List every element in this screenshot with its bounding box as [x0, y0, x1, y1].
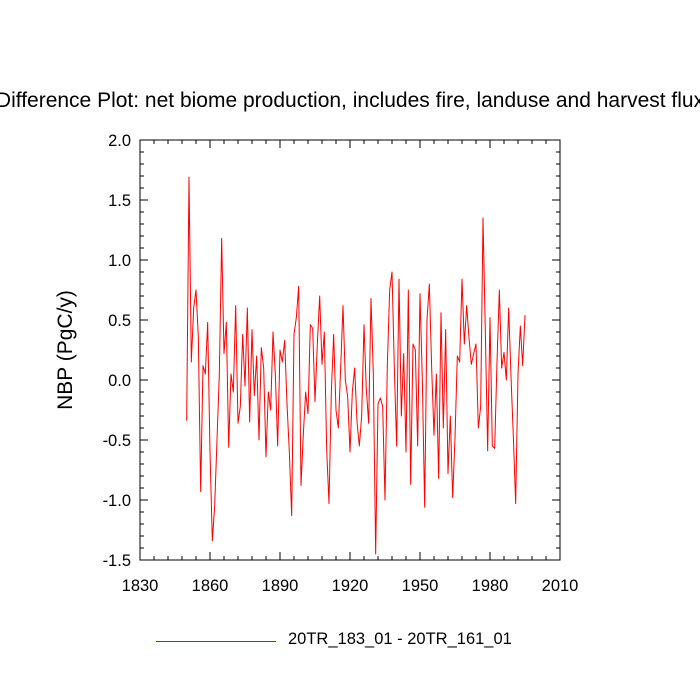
legend-swatch: [156, 641, 276, 642]
plot-frame: [139, 139, 561, 561]
tick-labels: 1830 1860 1890 1920 1950 1980 2010 -1.5 -1.0 -0.5…: [103, 132, 579, 595]
x-tick-label: 1950: [402, 577, 439, 595]
x-tick-label: 1830: [122, 577, 159, 595]
x-tick-label: 2010: [542, 577, 579, 595]
x-tick-label: 1860: [192, 577, 229, 595]
y-tick-label: 0.5: [108, 312, 131, 330]
y-tick-label: 0.0: [108, 372, 131, 390]
y-tick-label: 1.5: [108, 192, 131, 210]
y-axis-label: NBP (PgC/y): [54, 290, 77, 410]
y-tick-label: -0.5: [103, 432, 131, 450]
x-tick-label: 1890: [262, 577, 299, 595]
y-tick-label: -1.0: [103, 492, 131, 510]
y-tick-label: 1.0: [108, 252, 131, 270]
x-tick-label: 1980: [472, 577, 509, 595]
y-tick-label: 2.0: [108, 132, 131, 150]
y-tick-label: -1.5: [103, 552, 131, 570]
x-tick-label: 1920: [332, 577, 369, 595]
series-line: [186, 176, 526, 555]
chart-title: Difference Plot: net biome production, i…: [0, 89, 700, 112]
legend-label: 20TR_183_01 - 20TR_161_01: [288, 630, 512, 648]
